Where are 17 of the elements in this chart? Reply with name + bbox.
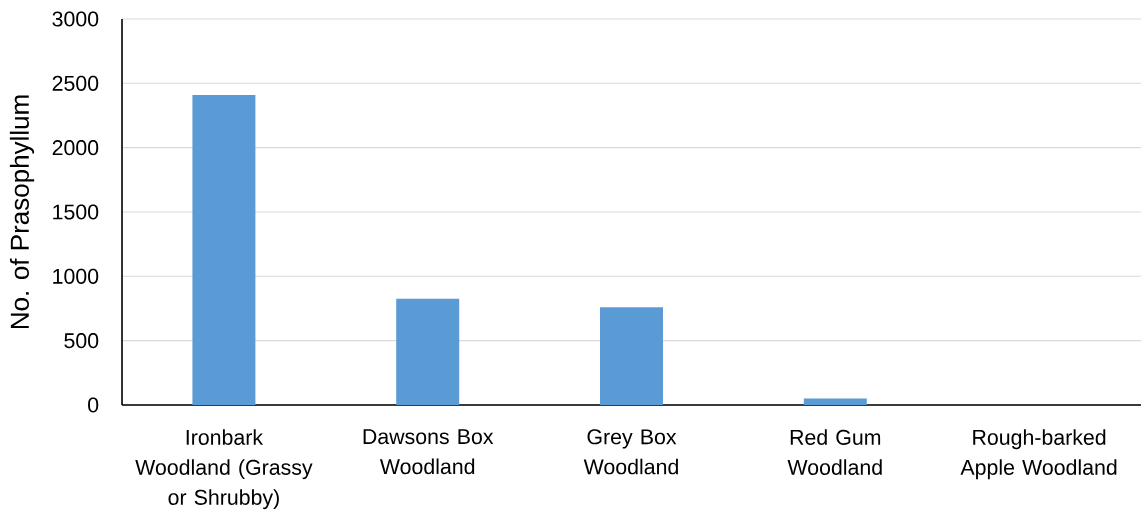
- y-tick-label: 1000: [53, 268, 99, 284]
- y-tick-label: 0: [88, 397, 99, 413]
- x-tick-label: Red Gum Woodland: [787, 429, 882, 475]
- y-tick-label: 3000: [52, 11, 99, 27]
- x-tick-label: Ironbark Woodland (Grassy or Shrubby): [135, 429, 313, 510]
- bar: [396, 298, 460, 405]
- y-tick-label: 1500: [53, 204, 99, 220]
- y-tick-label: 500: [64, 333, 99, 349]
- x-tick-label: Grey Box Woodland: [583, 429, 678, 475]
- bar: [803, 398, 867, 405]
- y-tick-label: 2500: [52, 75, 99, 91]
- x-tick-label: Rough-barked Apple Woodland: [960, 429, 1117, 480]
- bar: [192, 94, 256, 405]
- y-tick-label: 2000: [52, 140, 99, 156]
- x-tick-label: Dawsons Box Woodland: [363, 429, 494, 475]
- bar: [600, 307, 663, 405]
- y-axis-title: No. of Prasophyllum: [9, 95, 35, 329]
